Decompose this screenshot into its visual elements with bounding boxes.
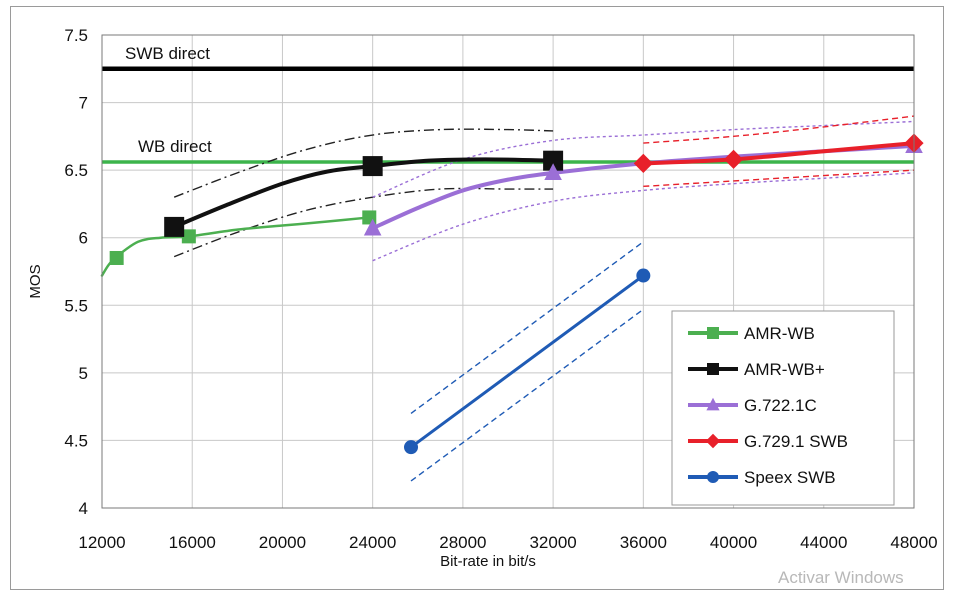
watermark-text: Activar Windows bbox=[778, 568, 904, 587]
data-point bbox=[723, 149, 744, 169]
x-tick-label: 32000 bbox=[529, 533, 576, 552]
data-point bbox=[706, 397, 720, 411]
y-tick-label: 4.5 bbox=[64, 431, 88, 450]
legend-label: AMR-WB+ bbox=[744, 360, 825, 379]
data-point bbox=[404, 440, 419, 455]
x-tick-label: 40000 bbox=[710, 533, 757, 552]
axes: 12000 16000 20000 24000 28000 32000 36000 40000… bbox=[27, 26, 938, 570]
y-axis-label: MOS bbox=[27, 264, 44, 298]
reference-lines: SWB direct WB direct bbox=[102, 44, 914, 164]
data-point bbox=[544, 163, 562, 181]
data-point bbox=[707, 327, 719, 339]
legend-label: G.729.1 SWB bbox=[744, 432, 848, 451]
data-point bbox=[109, 250, 124, 265]
data-point bbox=[636, 268, 651, 283]
data-point bbox=[543, 150, 564, 171]
legend-label: G.722.1C bbox=[744, 396, 817, 415]
x-tick-label: 24000 bbox=[349, 533, 396, 552]
y-tick-label: 7 bbox=[79, 94, 88, 113]
legend-label: AMR-WB bbox=[744, 324, 815, 343]
x-tick-label: 16000 bbox=[169, 533, 216, 552]
x-tick-label: 20000 bbox=[259, 533, 306, 552]
data-point bbox=[181, 229, 196, 244]
y-tick-label: 5 bbox=[79, 364, 88, 383]
x-tick-label: 36000 bbox=[620, 533, 667, 552]
legend-label: Speex SWB bbox=[744, 468, 836, 487]
y-tick-label: 4 bbox=[79, 499, 88, 518]
y-tick-label: 6.5 bbox=[64, 161, 88, 180]
confidence-band-upper bbox=[643, 115, 915, 144]
reference-line-label: SWB direct bbox=[125, 44, 210, 63]
confidence-band-upper bbox=[173, 128, 554, 198]
y-tick-label: 5.5 bbox=[64, 296, 88, 315]
series-line bbox=[172, 157, 556, 229]
confidence-band-upper bbox=[410, 241, 644, 414]
series-line bbox=[409, 274, 645, 449]
legend: AMR-WB AMR-WB+ G.722.1C G.729.1 SWB Speex SW… bbox=[671, 310, 895, 506]
data-point bbox=[363, 218, 382, 236]
plot-border bbox=[101, 34, 915, 509]
data-point bbox=[707, 363, 719, 375]
y-tick-label: 6 bbox=[79, 229, 88, 248]
x-tick-label: 28000 bbox=[439, 533, 486, 552]
confidence-band-lower bbox=[372, 172, 915, 262]
y-tick-label: 7.5 bbox=[64, 26, 88, 45]
x-tick-label: 44000 bbox=[800, 533, 847, 552]
x-tick-label: 48000 bbox=[890, 533, 937, 552]
figure-frame bbox=[10, 6, 944, 590]
data-point bbox=[633, 153, 653, 173]
reference-line-label: WB direct bbox=[138, 137, 212, 156]
data-point bbox=[707, 471, 719, 483]
data-point bbox=[362, 156, 383, 177]
x-axis-label: Bit-rate in bit/s bbox=[440, 553, 536, 570]
series-line bbox=[641, 141, 916, 166]
confidence-band-lower bbox=[173, 187, 554, 258]
confidence-band-lower bbox=[643, 169, 915, 188]
confidence-band-lower bbox=[410, 308, 644, 482]
x-tick-label: 12000 bbox=[78, 533, 125, 552]
data-point bbox=[705, 433, 721, 449]
data-point bbox=[164, 216, 185, 237]
